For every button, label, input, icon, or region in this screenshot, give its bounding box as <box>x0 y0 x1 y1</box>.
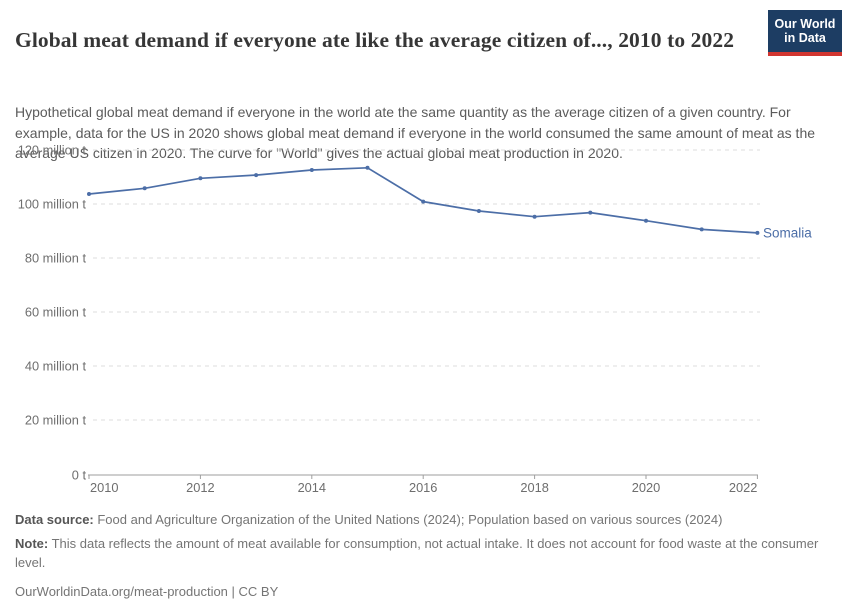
note-label: Note: <box>15 535 49 551</box>
data-point[interactable] <box>142 186 147 191</box>
data-point[interactable] <box>421 199 426 204</box>
data-source-line: Data source: Food and Agriculture Organi… <box>15 510 837 530</box>
data-point[interactable] <box>644 218 648 223</box>
x-axis-tick-label: 2022 <box>729 480 757 495</box>
data-point[interactable] <box>476 209 481 213</box>
x-axis-tick-label: 2010 <box>90 480 118 495</box>
x-axis-tick-label: 2016 <box>409 480 437 495</box>
citation-line[interactable]: OurWorldinData.org/meat-production | CC … <box>15 583 279 599</box>
data-point[interactable] <box>699 227 704 232</box>
chart-subtitle: Hypothetical global meat demand if every… <box>15 104 816 162</box>
x-axis-tick-label: 2012 <box>186 480 214 495</box>
x-axis-tick-label: 2014 <box>298 480 326 495</box>
data-point[interactable] <box>588 210 593 215</box>
data-point[interactable] <box>309 168 314 172</box>
chart-title: Global meat demand if everyone ate like … <box>15 28 735 53</box>
data-point[interactable] <box>87 192 91 196</box>
y-axis-tick-label: 100 million t <box>18 197 87 212</box>
data-point[interactable] <box>254 173 259 178</box>
line-chart[interactable]: 0 t 20 million t 40 million t 60 million t 8… <box>0 138 850 506</box>
y-axis-tick-label: 60 million t <box>25 305 87 320</box>
y-axis-tick-label: 40 million t <box>25 359 87 374</box>
y-axis-tick-label: 120 million t <box>18 143 87 158</box>
data-point[interactable] <box>755 230 760 235</box>
note-text: This data reflects the amount of meat av… <box>15 535 819 571</box>
owid-logo-line2: in Data <box>784 31 826 45</box>
data-source-text: Food and Agriculture Organization of the… <box>93 512 723 527</box>
y-axis-tick-label: 20 million t <box>25 413 87 428</box>
data-source-label: Data source: <box>15 512 94 527</box>
note-line: Note: This data reflects the amount of m… <box>15 534 837 573</box>
owid-logo[interactable]: Our World in Data <box>768 10 842 56</box>
data-point[interactable] <box>532 214 537 219</box>
y-axis-tick-label: 0 t <box>72 468 87 483</box>
chart-footer: Data source: Food and Agriculture Organi… <box>15 510 837 600</box>
x-axis-tick-label: 2020 <box>632 480 660 495</box>
y-axis-tick-label: 80 million t <box>25 251 87 266</box>
data-point[interactable] <box>365 165 370 170</box>
data-point[interactable] <box>198 176 203 181</box>
owid-logo-line1: Our World <box>774 16 836 31</box>
series-end-label[interactable]: Somalia <box>763 225 812 240</box>
x-axis-tick-label: 2018 <box>520 480 548 495</box>
